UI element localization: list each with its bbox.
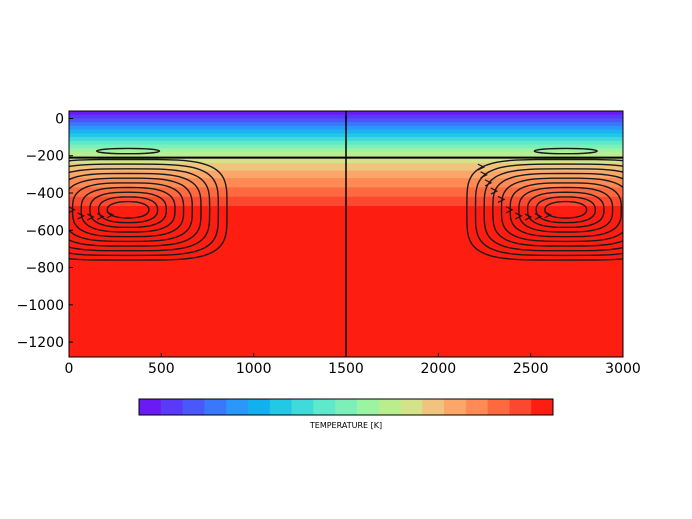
stream-arrow-0-1 — [106, 211, 115, 219]
x-tick-label: 2000 — [421, 361, 457, 377]
y-tick-label: −200 — [26, 149, 64, 165]
colorbar-swatch-10 — [356, 399, 380, 415]
stream-arrow-0-3 — [87, 213, 95, 221]
y-axis: 0 −200 −400 −600 −800 −1000 −1200 — [17, 111, 73, 351]
streamline-1-7 — [492, 172, 623, 247]
stream-arrow-1-6 — [497, 195, 506, 203]
colorbar-swatch-17 — [509, 399, 532, 415]
streamline-0-2 — [97, 196, 159, 224]
streamline-1-4 — [518, 186, 614, 233]
stream-arrow-0-10 — [40, 164, 46, 170]
x-tick-label: 2500 — [513, 361, 549, 377]
colorbar-swatch-1 — [160, 399, 183, 415]
x-tick-label: 0 — [65, 361, 74, 377]
stream-arrow-1-10 — [477, 163, 486, 171]
streamline-0-10 — [69, 158, 228, 261]
stream-arrow-1-8 — [484, 179, 493, 187]
streamline-0-9 — [69, 163, 220, 257]
stream-arrow-0-8 — [47, 180, 53, 186]
stream-arrow-0-5 — [69, 206, 76, 214]
colorbar-swatch-0 — [139, 399, 162, 415]
colorbar-swatch-15 — [465, 399, 489, 415]
stream-arrow-1-2 — [534, 212, 543, 221]
y-tick-label: −800 — [26, 261, 64, 277]
lid-cell-1 — [533, 147, 598, 155]
colorbar — [138, 398, 554, 416]
colorbar-swatch-5 — [247, 399, 271, 415]
streamline-1-2 — [535, 196, 597, 224]
streamline-0-3 — [89, 191, 168, 228]
stream-arrow-1-1 — [544, 211, 552, 219]
streamline-0-7 — [69, 172, 202, 247]
y-tick-label: −1200 — [17, 335, 64, 351]
streamlines — [40, 147, 623, 261]
x-axis: 0 500 1000 1500 2000 2500 3000 — [65, 353, 641, 377]
stream-arrow-1-5 — [505, 206, 514, 214]
colorbar-swatch-2 — [182, 399, 205, 415]
lid-cell-0 — [96, 147, 161, 155]
streamline-0-4 — [80, 186, 176, 233]
stream-arrow-1-9 — [480, 171, 488, 179]
colorbar-swatch-3 — [204, 399, 227, 415]
y-tick-label: −600 — [26, 223, 64, 239]
streamline-1-8 — [483, 168, 623, 252]
y-tick-label: −1000 — [17, 298, 64, 314]
streamline-0-6 — [69, 177, 194, 243]
colorbar-swatch-6 — [269, 399, 292, 415]
x-tick-label: 500 — [148, 361, 175, 377]
stream-arrow-0-4 — [77, 212, 85, 220]
stream-arrow-0-9 — [43, 172, 49, 178]
streamline-1-3 — [526, 191, 605, 228]
streamline-1-6 — [500, 177, 623, 243]
stream-arrow-1-3 — [524, 213, 533, 221]
stream-arrow-0-2 — [96, 212, 105, 221]
reference-lines — [69, 111, 623, 357]
colorbar-swatch-11 — [378, 399, 401, 415]
colorbar-swatch-4 — [226, 399, 249, 415]
streamline-1-9 — [474, 163, 623, 257]
colorbar-label: TEMPERATURE [K] — [309, 421, 382, 430]
streamline-0-8 — [69, 168, 211, 252]
colorbar-swatch-13 — [422, 399, 445, 415]
stream-arrow-1-4 — [515, 212, 523, 220]
colorbar-swatch-16 — [487, 399, 510, 415]
streamline-0-1 — [106, 200, 150, 219]
x-tick-label: 3000 — [605, 361, 641, 377]
y-tick-label: −400 — [26, 186, 64, 202]
colorbar-swatch-7 — [291, 399, 314, 415]
streamline-1-10 — [466, 158, 623, 261]
colorbar-swatch-9 — [335, 399, 358, 415]
x-tick-label: 1500 — [328, 361, 364, 377]
colorbar-swatch-18 — [531, 399, 554, 415]
x-tick-label: 1000 — [236, 361, 272, 377]
stream-arrow-1-7 — [490, 187, 499, 195]
y-tick-label: 0 — [55, 111, 64, 127]
streamline-1-1 — [544, 200, 588, 219]
colorbar-swatch-14 — [444, 399, 467, 415]
streamline-0-5 — [71, 182, 185, 238]
streamline-1-5 — [509, 182, 623, 238]
colorbar-frame — [138, 398, 554, 416]
colorbar-swatch-12 — [400, 399, 423, 415]
colorbar-swatch-8 — [313, 399, 336, 415]
